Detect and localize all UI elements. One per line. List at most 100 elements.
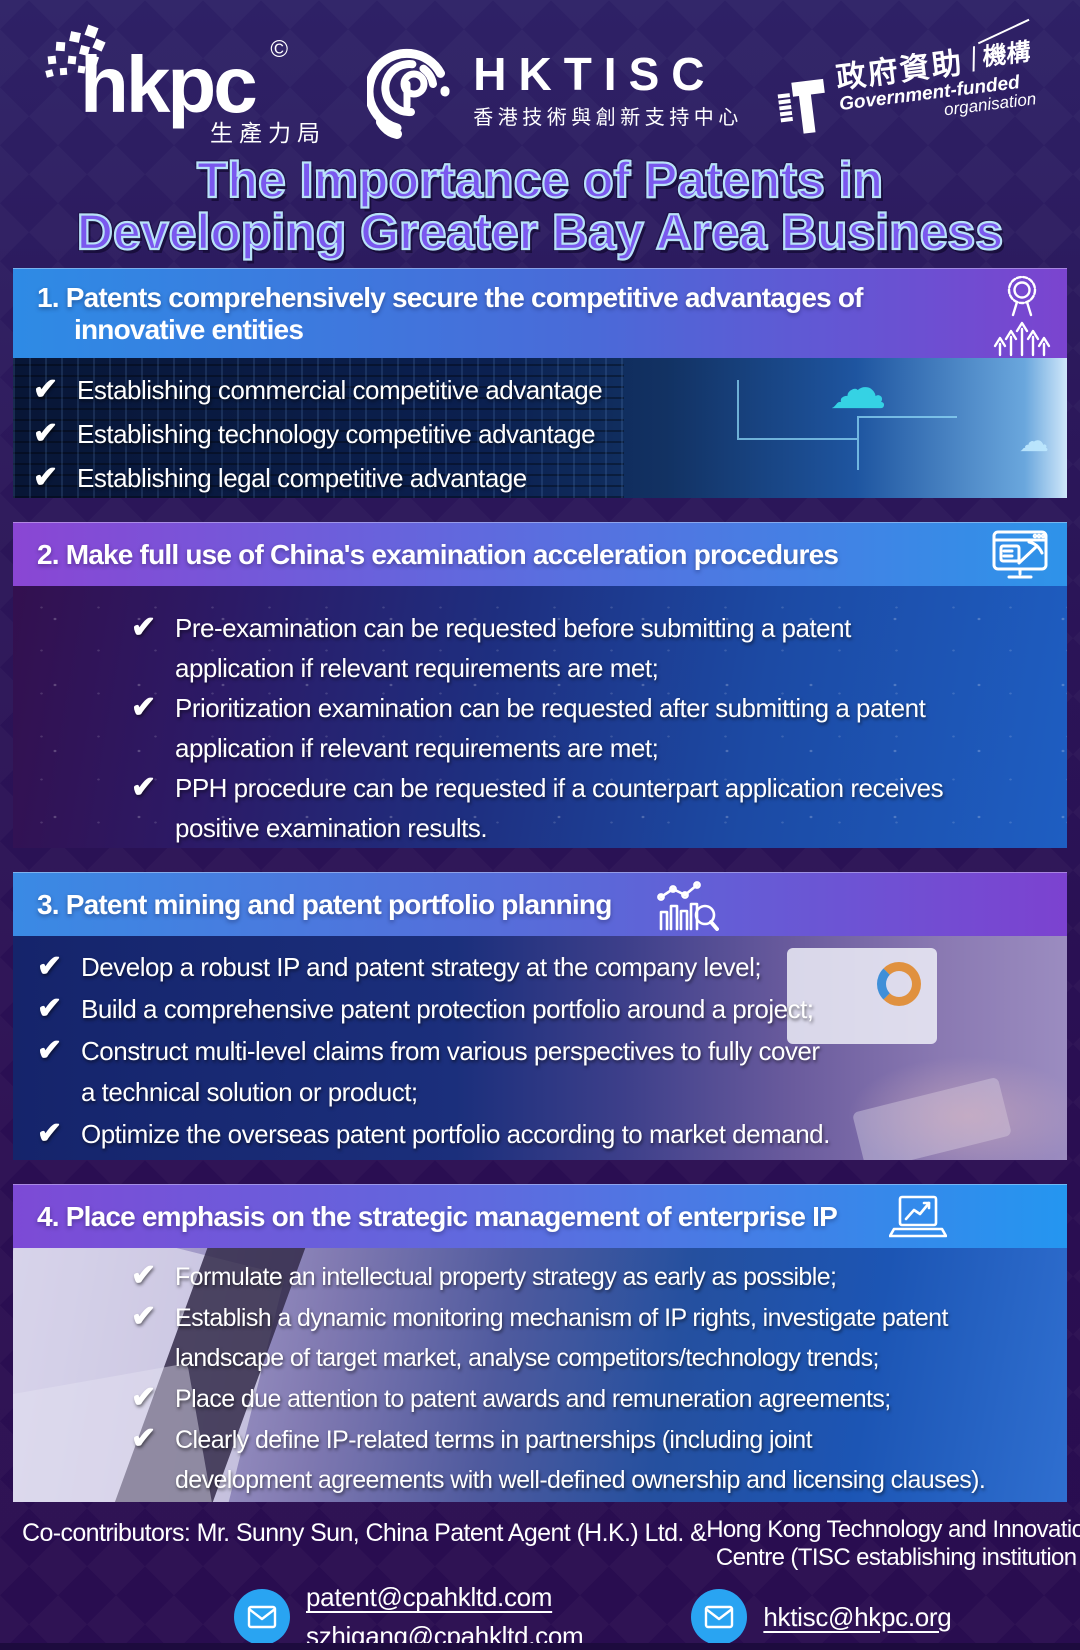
section-3-heading: 3. Patent mining and patent portfolio pl… xyxy=(37,888,612,920)
chart-magnifier-icon xyxy=(653,879,719,931)
section-3-checklist: ✔ Develop a robust IP and patent strateg… xyxy=(13,936,1067,1155)
checklist-text: Prioritization examination can be reques… xyxy=(175,693,926,723)
check-icon: ✔ xyxy=(131,1422,157,1455)
email-link-hktisc[interactable]: hktisc@hkpc.org xyxy=(763,1601,952,1632)
section-1: 1. Patents comprehensively secure the co… xyxy=(13,268,1067,498)
checklist-text: Establishing legal competitive advantage xyxy=(77,463,527,493)
checklist-item: ✔ Place due attention to patent awards a… xyxy=(131,1378,1067,1419)
checklist-text: Construct multi-level claims from variou… xyxy=(81,1036,820,1066)
section-2-body: ✔ Pre-examination can be requested befor… xyxy=(13,586,1067,848)
checklist-item: ✔ Prioritization examination can be requ… xyxy=(131,688,1067,728)
bottom-strip-decoration xyxy=(0,1643,1080,1650)
gov-building-icon xyxy=(773,67,833,139)
checklist-text: development agreements with well-defined… xyxy=(175,1466,986,1494)
checklist-text: application if relevant requirements are… xyxy=(175,733,659,763)
section-1-checklist: ✔ Establishing commercial competitive ad… xyxy=(13,358,1067,498)
checklist-item: ✔ Establish a dynamic monitoring mechani… xyxy=(131,1297,1067,1338)
checklist-item: ✔ Build a comprehensive patent protectio… xyxy=(37,988,1067,1030)
section-4-body: ✔ Formulate an intellectual property str… xyxy=(13,1248,1067,1502)
section-2-heading: 2. Make full use of China's examination … xyxy=(37,538,839,570)
page-title-line2: Developing Greater Bay Area Business xyxy=(76,204,1004,260)
cloud-icon: ☁ xyxy=(829,358,887,421)
co-contributors-right-line2: Centre (TISC establishing institution in… xyxy=(715,1544,1080,1571)
checklist-item-continuation: development agreements with well-defined… xyxy=(131,1460,1067,1500)
checklist-item: ✔ Formulate an intellectual property str… xyxy=(131,1256,1067,1297)
email-group-cpa: patent@cpahkltd.com szhigang@cpahkltd.co… xyxy=(234,1582,584,1650)
check-icon: ✔ xyxy=(131,611,157,644)
section-3: 3. Patent mining and patent portfolio pl… xyxy=(13,872,1067,1160)
co-contributors-right-line1: Hong Kong Technology and Innovation Supp… xyxy=(706,1516,1080,1543)
hktisc-wordmark: HKTISC xyxy=(473,47,717,100)
section-2-header: 2. Make full use of China's examination … xyxy=(13,522,1067,586)
contact-emails: patent@cpahkltd.com szhigang@cpahkltd.co… xyxy=(22,1582,1058,1650)
section-1-header: 1. Patents comprehensively secure the co… xyxy=(13,268,1067,358)
checklist-text: Optimize the overseas patent portfolio a… xyxy=(81,1119,830,1149)
co-contributors-right: Hong Kong Technology and Innovation Supp… xyxy=(706,1516,1080,1572)
checklist-text: Establishing commercial competitive adva… xyxy=(77,375,603,405)
logo-row: hkpc © 生產力局 HKTISC 香港技術與創新支持中心 xyxy=(0,0,1080,150)
page-title: The Importance of Patents in Developing … xyxy=(0,152,1080,260)
checklist-text: Establishing technology competitive adva… xyxy=(77,419,596,449)
section-gap xyxy=(0,498,1080,522)
photo-donut-chart-decoration xyxy=(877,962,921,1006)
checklist-item-continuation: application if relevant requirements are… xyxy=(131,648,1067,688)
section-gap xyxy=(0,848,1080,872)
checklist-text: Develop a robust IP and patent strategy … xyxy=(81,952,762,982)
hkpc-logo: hkpc © 生產力局 xyxy=(44,24,344,150)
section-1-heading-line2: innovative entities xyxy=(74,313,304,345)
checklist-item-continuation: a technical solution or product; xyxy=(37,1072,1067,1113)
check-icon: ✔ xyxy=(33,373,59,406)
checklist-text: application if relevant requirements are… xyxy=(175,653,659,683)
section-4-heading: 4. Place emphasis on the strategic manag… xyxy=(37,1200,838,1232)
section-3-body: ✔ Develop a robust IP and patent strateg… xyxy=(13,936,1067,1160)
check-icon: ✔ xyxy=(131,691,157,724)
checklist-text: Clearly define IP-related terms in partn… xyxy=(175,1426,813,1454)
co-contributors: Co-contributors: Mr. Sunny Sun, China Pa… xyxy=(22,1516,1080,1572)
examination-monitor-icon xyxy=(989,527,1051,583)
checklist-text: Formulate an intellectual property strat… xyxy=(175,1263,837,1291)
section-1-body: ☁ ☁ ✔ Establishing commercial competitiv… xyxy=(13,358,1067,498)
checklist-item-continuation: application if relevant requirements are… xyxy=(131,728,1067,768)
checklist-item: ✔ Optimize the overseas patent portfolio… xyxy=(37,1113,1067,1155)
checklist-text: Establish a dynamic monitoring mechanism… xyxy=(175,1304,948,1332)
checklist-item: ✔ Develop a robust IP and patent strateg… xyxy=(37,946,1067,988)
checklist-item: ✔ Establishing commercial competitive ad… xyxy=(33,368,1067,412)
email-group-hktisc: hktisc@hkpc.org xyxy=(691,1582,952,1650)
section-4-header: 4. Place emphasis on the strategic manag… xyxy=(13,1184,1067,1248)
checklist-item: ✔ Construct multi-level claims from vari… xyxy=(37,1030,1067,1072)
hktisc-logo: HKTISC 香港技術與創新支持中心 xyxy=(367,40,743,140)
check-icon: ✔ xyxy=(37,992,63,1025)
email-icon xyxy=(234,1589,290,1645)
check-icon: ✔ xyxy=(131,771,157,804)
checklist-text: PPH procedure can be requested if a coun… xyxy=(175,773,944,803)
checklist-text: landscape of target market, analyse comp… xyxy=(175,1344,879,1372)
page-title-line1: The Importance of Patents in xyxy=(196,152,884,208)
check-icon: ✔ xyxy=(131,1300,157,1333)
laptop-chart-icon xyxy=(889,1194,947,1240)
checklist-item: ✔ Establishing technology competitive ad… xyxy=(33,412,1067,456)
checklist-text: Place due attention to patent awards and… xyxy=(175,1385,891,1413)
footer: Co-contributors: Mr. Sunny Sun, China Pa… xyxy=(22,1516,1080,1650)
checklist-item: ✔ Clearly define IP-related terms in par… xyxy=(131,1419,1067,1460)
section-3-header: 3. Patent mining and patent portfolio pl… xyxy=(13,872,1067,936)
check-icon: ✔ xyxy=(131,1259,157,1292)
hktisc-spiral-icon xyxy=(367,40,459,140)
section-4-checklist: ✔ Formulate an intellectual property str… xyxy=(13,1248,1067,1500)
section-gap xyxy=(0,1160,1080,1184)
photo-hands-decoration xyxy=(847,1056,1067,1160)
hkpc-fan-icon xyxy=(42,24,112,106)
checklist-text: Pre-examination can be requested before … xyxy=(175,613,851,643)
check-icon: ✔ xyxy=(131,1381,157,1414)
copyright-mark: © xyxy=(270,36,288,63)
circuit-line-decoration xyxy=(857,416,957,470)
check-icon: ✔ xyxy=(37,950,63,983)
checklist-item: ✔ Pre-examination can be requested befor… xyxy=(131,608,1067,648)
cloud-icon: ☁ xyxy=(1019,425,1049,458)
hkpc-wordmark: hkpc xyxy=(80,40,258,129)
email-link-patent[interactable]: patent@cpahkltd.com xyxy=(306,1582,553,1612)
section-2-checklist: ✔ Pre-examination can be requested befor… xyxy=(13,586,1067,848)
checklist-text: a technical solution or product; xyxy=(81,1077,418,1107)
gov-funded-logo: 政府資助 機構 Government-funded organisation xyxy=(773,19,1037,140)
checklist-text: positive examination results. xyxy=(175,813,488,843)
